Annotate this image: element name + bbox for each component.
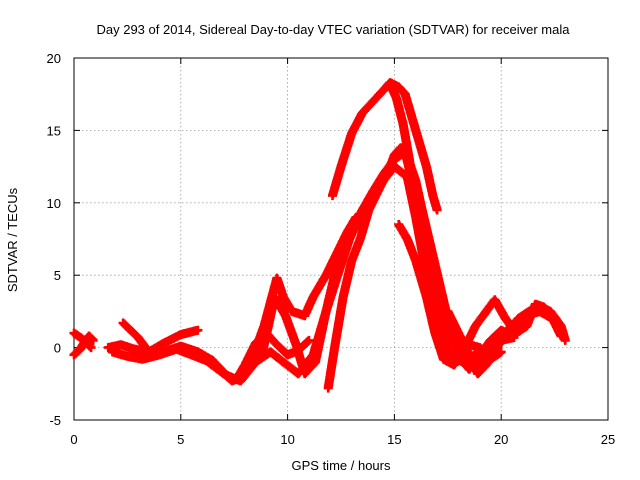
- y-tick-label: 15: [47, 123, 61, 138]
- axis-ticks: 0 5 10 15 20 25 -5 0 5 10 15 20: [47, 51, 616, 447]
- y-tick-label: -5: [49, 413, 61, 428]
- plot-frame: [73, 57, 609, 421]
- series-markers: [443, 302, 570, 379]
- series-track-12: [443, 302, 570, 379]
- y-axis-label: SDTVAR / TECUs: [5, 187, 20, 292]
- series-track-2: [69, 331, 98, 360]
- series-markers: [385, 79, 506, 364]
- x-tick-label: 5: [177, 432, 184, 447]
- series-markers: [328, 78, 442, 215]
- x-tick-label: 20: [494, 432, 508, 447]
- x-tick-label: 10: [280, 432, 294, 447]
- series-track-10: [385, 79, 506, 364]
- series-track-9: [328, 78, 442, 215]
- x-tick-label: 15: [387, 432, 401, 447]
- data-series: [69, 78, 570, 393]
- series-track-7: [257, 147, 528, 379]
- y-tick-label: 10: [47, 196, 61, 211]
- x-tick-label: 25: [601, 432, 615, 447]
- chart-title: Day 293 of 2014, Sidereal Day-to-day VTE…: [96, 22, 570, 37]
- y-tick-label: 20: [47, 51, 61, 66]
- y-tick-label: 5: [54, 268, 61, 283]
- x-tick-label: 0: [70, 432, 77, 447]
- grid-lines: [74, 58, 608, 420]
- y-tick-label: 0: [54, 341, 61, 356]
- series-markers: [69, 331, 98, 360]
- series-markers: [257, 147, 528, 379]
- x-axis-label: GPS time / hours: [292, 458, 391, 473]
